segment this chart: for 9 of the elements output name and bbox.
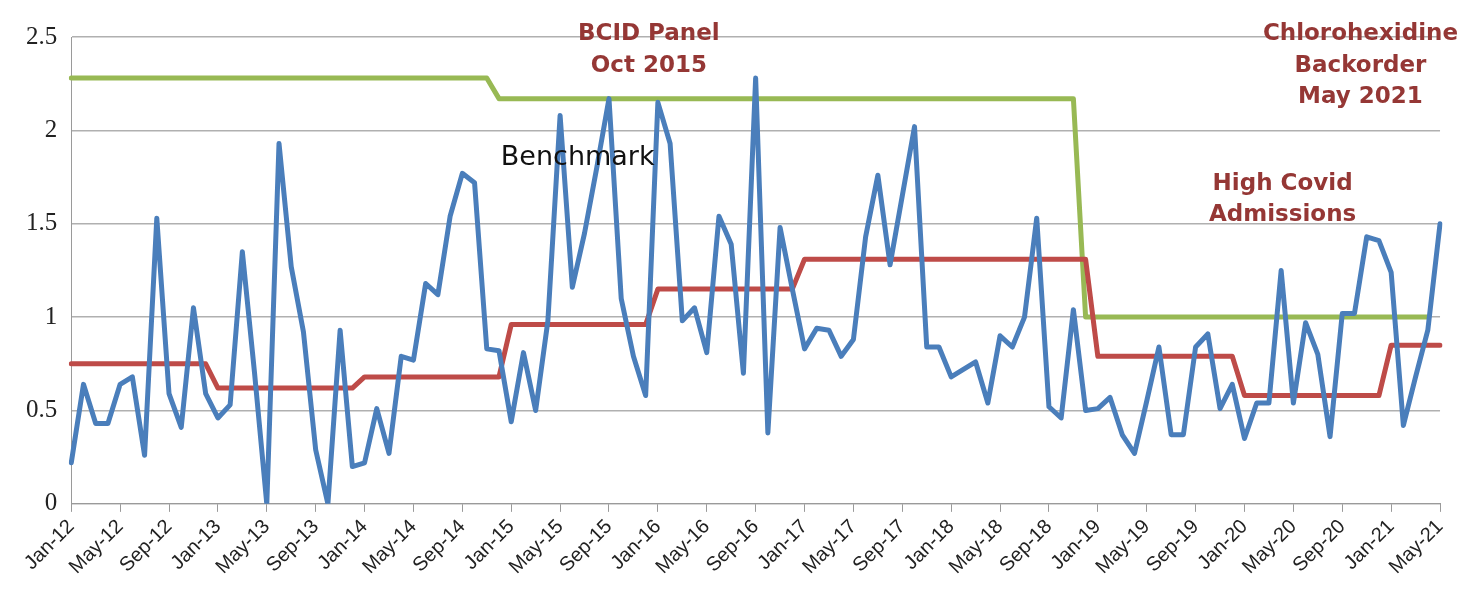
y-tick-label: 1 [44, 301, 58, 329]
annotation: BCID Panel Oct 2015 [578, 19, 720, 77]
y-tick-label: 2.5 [26, 21, 58, 49]
annotation: Chlorohexidine Backorder May 2021 [1262, 19, 1459, 108]
y-tick-label: 0.5 [26, 395, 58, 423]
y-tick-label: 0 [44, 488, 58, 516]
annotation: High Covid Admissions [1208, 168, 1357, 226]
y-tick-label: 1.5 [26, 208, 58, 236]
y-tick-label: 2 [44, 114, 58, 142]
